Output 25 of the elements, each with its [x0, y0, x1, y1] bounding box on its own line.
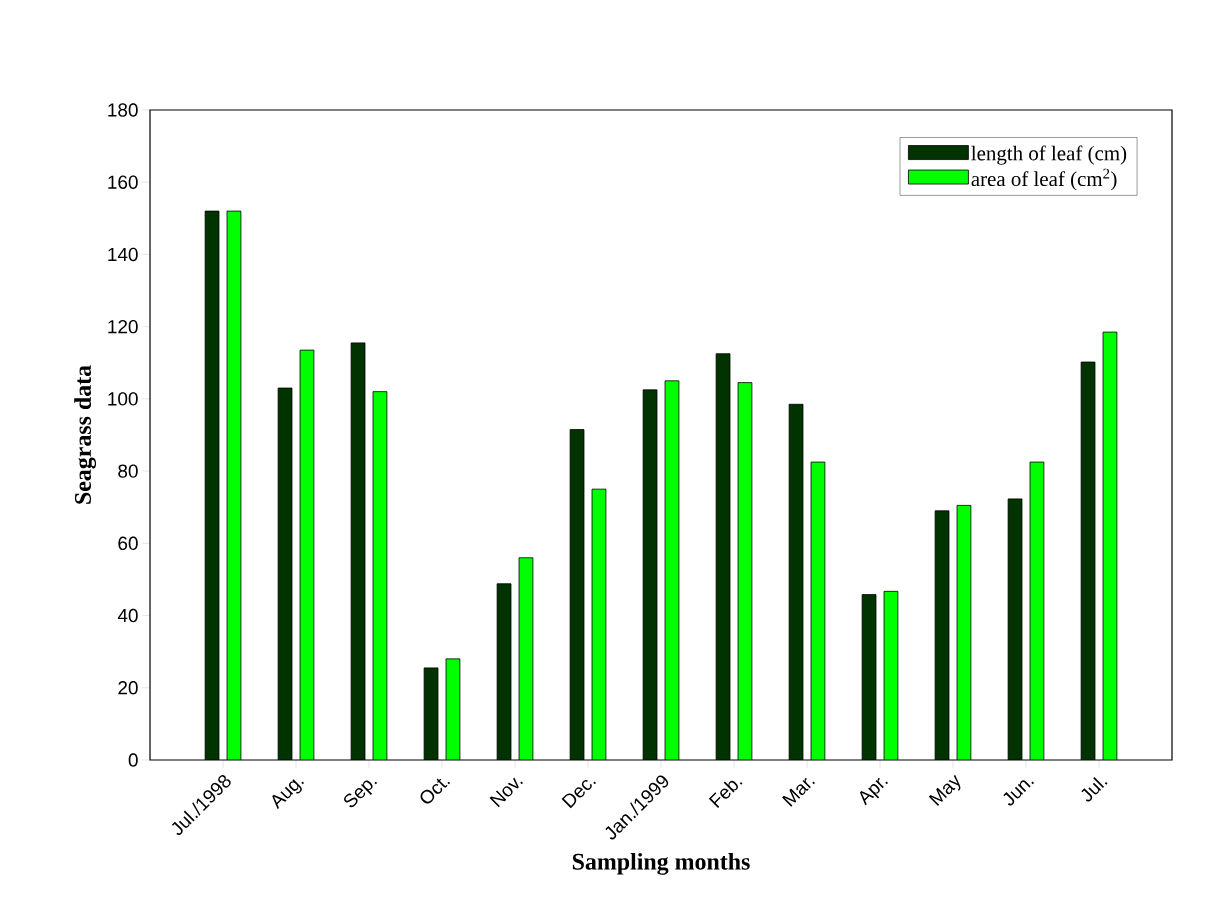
y-tick-label: 100: [108, 392, 138, 406]
x-tick-label: Oct.: [420, 778, 451, 804]
y-tick-label: 160: [108, 175, 138, 189]
x-tick-label: Apr.: [859, 777, 888, 806]
y-tick-label: 0: [128, 753, 138, 767]
x-tick-label: Mar.: [782, 777, 815, 807]
y-tick-label: 140: [108, 247, 138, 262]
x-tick-label: Jun.: [1003, 780, 1034, 806]
y-tick-label: 60: [118, 536, 138, 551]
legend-label: length of leaf (cm): [971, 145, 1127, 165]
y-tick-label: 180: [108, 103, 138, 117]
y-tick-label: 80: [118, 464, 138, 478]
x-tick-label: Dec.: [561, 780, 596, 809]
x-tick-label: Aug.: [272, 779, 304, 810]
x-tick-label: May: [928, 774, 961, 806]
x-tick-label: Nov.: [489, 777, 523, 808]
x-tick-label: Sep.: [344, 780, 378, 808]
x-tick-label: Feb.: [708, 780, 743, 808]
legend-label: area of leaf (cm$^{2}$): [971, 168, 1117, 191]
y-tick-label: 20: [118, 681, 138, 695]
y-axis-title: Seagrass data: [74, 365, 97, 504]
y-tick-label: 120: [108, 319, 138, 334]
x-tick-label: Jul.: [1081, 777, 1108, 802]
y-tick-label: 40: [117, 608, 138, 623]
x-axis-title: Sampling months: [572, 852, 750, 875]
